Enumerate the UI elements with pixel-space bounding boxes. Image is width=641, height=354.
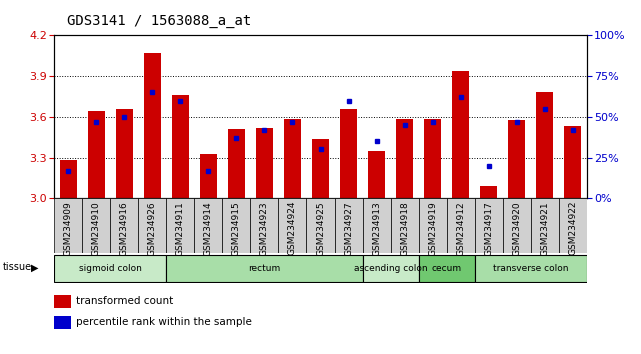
- Bar: [306, 198, 335, 253]
- Bar: [564, 126, 581, 198]
- Bar: [474, 198, 503, 253]
- Bar: [536, 92, 553, 198]
- Bar: [278, 198, 306, 253]
- Bar: [54, 255, 167, 282]
- Text: rectum: rectum: [248, 264, 281, 273]
- Bar: [363, 255, 419, 282]
- Text: tissue: tissue: [3, 262, 32, 272]
- Bar: [228, 129, 245, 198]
- Bar: [312, 138, 329, 198]
- Bar: [480, 186, 497, 198]
- Bar: [54, 198, 83, 253]
- Bar: [424, 119, 441, 198]
- Text: percentile rank within the sample: percentile rank within the sample: [76, 318, 251, 327]
- Text: GSM234925: GSM234925: [316, 201, 325, 256]
- Bar: [503, 198, 531, 253]
- Bar: [452, 72, 469, 198]
- Text: GSM234922: GSM234922: [568, 201, 577, 256]
- Bar: [419, 198, 447, 253]
- Bar: [88, 111, 105, 198]
- Bar: [368, 152, 385, 198]
- Bar: [200, 154, 217, 198]
- Text: GSM234918: GSM234918: [400, 201, 409, 256]
- Bar: [251, 198, 278, 253]
- Text: GSM234917: GSM234917: [484, 201, 493, 256]
- Bar: [390, 198, 419, 253]
- Text: GSM234914: GSM234914: [204, 201, 213, 256]
- Bar: [256, 129, 273, 198]
- Bar: [194, 198, 222, 253]
- Bar: [419, 255, 474, 282]
- Bar: [335, 198, 363, 253]
- Bar: [116, 109, 133, 198]
- Text: GSM234920: GSM234920: [512, 201, 521, 256]
- Bar: [284, 119, 301, 198]
- Text: transformed count: transformed count: [76, 296, 173, 306]
- Text: transverse colon: transverse colon: [493, 264, 569, 273]
- Text: GSM234910: GSM234910: [92, 201, 101, 256]
- Text: GSM234921: GSM234921: [540, 201, 549, 256]
- Text: GSM234927: GSM234927: [344, 201, 353, 256]
- Text: GSM234924: GSM234924: [288, 201, 297, 256]
- Text: sigmoid colon: sigmoid colon: [79, 264, 142, 273]
- Bar: [531, 198, 558, 253]
- Bar: [447, 198, 474, 253]
- Text: GSM234912: GSM234912: [456, 201, 465, 256]
- Bar: [396, 119, 413, 198]
- Bar: [110, 198, 138, 253]
- Text: GSM234926: GSM234926: [148, 201, 157, 256]
- Bar: [60, 160, 77, 198]
- Bar: [340, 109, 357, 198]
- Text: GSM234913: GSM234913: [372, 201, 381, 256]
- Text: GDS3141 / 1563088_a_at: GDS3141 / 1563088_a_at: [67, 14, 251, 28]
- Bar: [558, 198, 587, 253]
- Bar: [222, 198, 251, 253]
- Text: ascending colon: ascending colon: [354, 264, 428, 273]
- Bar: [172, 95, 189, 198]
- Text: GSM234916: GSM234916: [120, 201, 129, 256]
- Bar: [83, 198, 110, 253]
- Bar: [144, 53, 161, 198]
- Bar: [508, 120, 525, 198]
- Text: GSM234923: GSM234923: [260, 201, 269, 256]
- Bar: [138, 198, 167, 253]
- Text: GSM234911: GSM234911: [176, 201, 185, 256]
- Bar: [474, 255, 587, 282]
- Text: GSM234915: GSM234915: [232, 201, 241, 256]
- Bar: [167, 255, 363, 282]
- Text: GSM234909: GSM234909: [64, 201, 73, 256]
- Bar: [167, 198, 194, 253]
- Bar: [363, 198, 390, 253]
- Text: ▶: ▶: [31, 262, 38, 272]
- Text: cecum: cecum: [431, 264, 462, 273]
- Text: GSM234919: GSM234919: [428, 201, 437, 256]
